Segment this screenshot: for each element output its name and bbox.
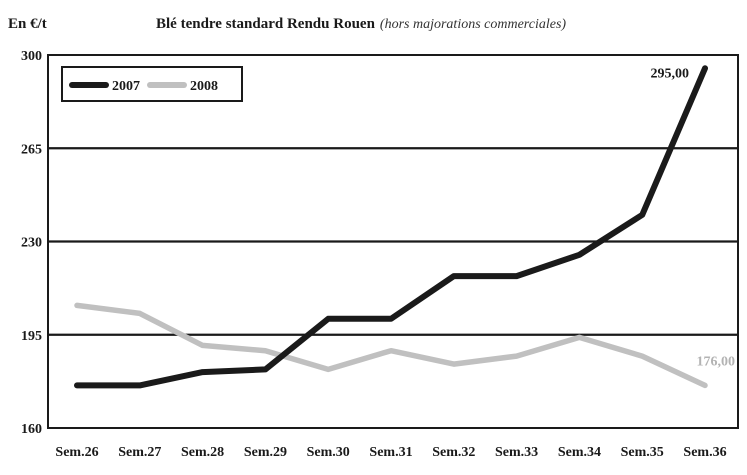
axes: 160 195 230 265 300 Sem.26 Sem.27 Sem.28 Sem.29 S… [21, 49, 739, 460]
x-tick-label: Sem.34 [558, 445, 601, 460]
x-tick-label: Sem.27 [118, 445, 161, 460]
gridlines [48, 147, 738, 336]
y-tick-label: 265 [21, 142, 42, 157]
y-axis-unit-label: En €/t [8, 16, 47, 32]
series-line-2008 [74, 302, 708, 389]
x-tick-label: Sem.35 [621, 445, 664, 460]
x-tick-label: Sem.36 [683, 445, 726, 460]
y-tick-label: 230 [21, 236, 42, 251]
x-tick-label: Sem.32 [432, 445, 475, 460]
data-label-2008-end: 176,00 [697, 354, 736, 369]
x-tick-label: Sem.28 [181, 445, 224, 460]
series-line-2007 [74, 65, 708, 389]
plot-frame [47, 54, 739, 429]
chart-subtitle: (hors majorations commerciales) [380, 17, 566, 32]
x-tick-label: Sem.30 [307, 445, 350, 460]
data-label-2007-end: 295,00 [651, 66, 690, 81]
legend-label-2007: 2007 [112, 79, 140, 94]
chart-title-main: Blé tendre standard Rendu Rouen [156, 16, 376, 32]
legend-label-2008: 2008 [190, 79, 218, 94]
y-tick-label: 195 [21, 329, 42, 344]
data-labels: 295,00 176,00 [651, 66, 736, 369]
x-tick-label: Sem.26 [55, 445, 98, 460]
x-tick-label: Sem.29 [244, 445, 287, 460]
chart-title: Blé tendre standard Rendu Rouen (hors maj… [156, 16, 566, 32]
x-tick-label: Sem.31 [369, 445, 412, 460]
legend: 2007 2008 [61, 66, 243, 102]
x-tick-label: Sem.33 [495, 445, 538, 460]
y-tick-label: 160 [21, 422, 42, 437]
series-lines [74, 65, 708, 389]
y-tick-label: 300 [21, 49, 42, 64]
